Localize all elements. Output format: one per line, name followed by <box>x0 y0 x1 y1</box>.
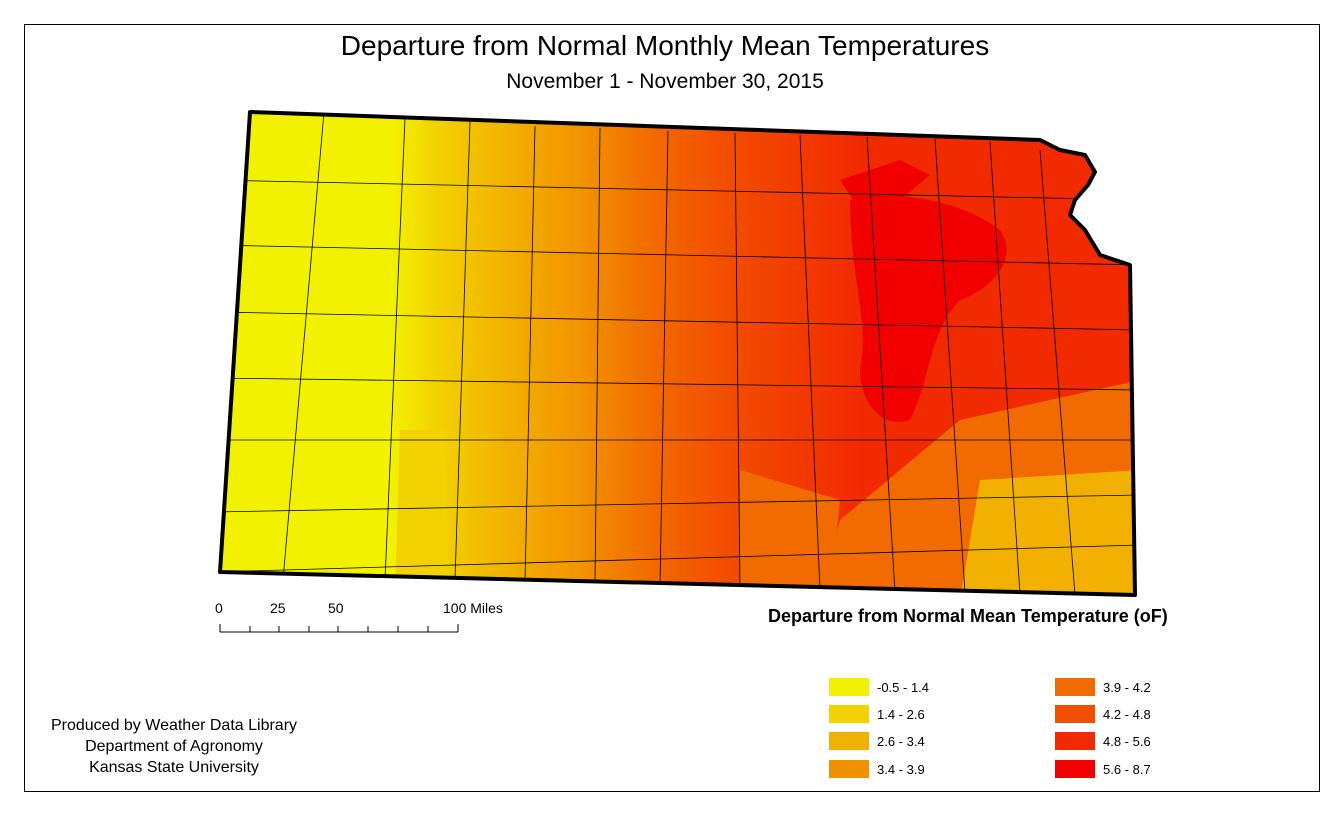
legend-item: 3.9 - 4.2 <box>1055 678 1151 696</box>
hot-zone-northwest <box>840 160 930 210</box>
legend-label: 3.9 - 4.2 <box>1103 679 1151 695</box>
legend-item: -0.5 - 1.4 <box>829 678 929 696</box>
legend-label: 5.6 - 8.7 <box>1103 761 1151 777</box>
scale-label-0: 0 <box>215 600 223 616</box>
legend-item: 1.4 - 2.6 <box>829 705 925 723</box>
west-band <box>395 430 450 595</box>
map-frame <box>24 24 1320 792</box>
legend-label: 1.4 - 2.6 <box>877 706 925 722</box>
legend-label: 4.8 - 5.6 <box>1103 733 1151 749</box>
legend-item: 2.6 - 3.4 <box>829 732 925 750</box>
state-outline <box>218 110 1137 597</box>
scale-label-50: 50 <box>328 600 344 616</box>
legend-swatch <box>829 760 869 778</box>
legend-swatch <box>1055 760 1095 778</box>
map-title: Departure from Normal Monthly Mean Tempe… <box>340 30 990 61</box>
credit-line-1: Produced by Weather Data Library <box>50 717 298 734</box>
legend-swatch <box>829 705 869 723</box>
scale-label-25: 25 <box>270 600 286 616</box>
legend-swatch <box>829 678 869 696</box>
legend-swatch <box>1055 678 1095 696</box>
legend-item: 3.4 - 3.9 <box>829 760 925 778</box>
legend-label: -0.5 - 1.4 <box>877 679 930 695</box>
legend-swatch <box>829 732 869 750</box>
county-lines <box>220 112 1135 595</box>
legend-label: 2.6 - 3.4 <box>877 733 925 749</box>
scale-label-100: 100 Miles <box>443 600 503 616</box>
legend-title: Departure from Normal Mean Temperature (… <box>768 606 1168 626</box>
legend-swatch <box>1055 732 1095 750</box>
hot-zone-north <box>850 196 1007 422</box>
credit-line-2: Department of Agronomy <box>85 738 263 755</box>
legend-item: 5.6 - 8.7 <box>1055 760 1151 778</box>
legend-swatch <box>1055 705 1095 723</box>
southeast-inner-zone <box>960 470 1135 595</box>
legend-item: 4.8 - 5.6 <box>1055 732 1151 750</box>
legend-item: 4.2 - 4.8 <box>1055 705 1151 723</box>
credit-line-3: Kansas State University <box>89 759 259 776</box>
scale-bar <box>219 624 459 633</box>
legend-label: 3.4 - 3.9 <box>877 761 925 777</box>
map-subtitle: November 1 - November 30, 2015 <box>506 70 824 93</box>
temperature-field <box>220 112 1135 595</box>
south-central-zone <box>740 470 840 595</box>
legend-label: 4.2 - 4.8 <box>1103 706 1151 722</box>
